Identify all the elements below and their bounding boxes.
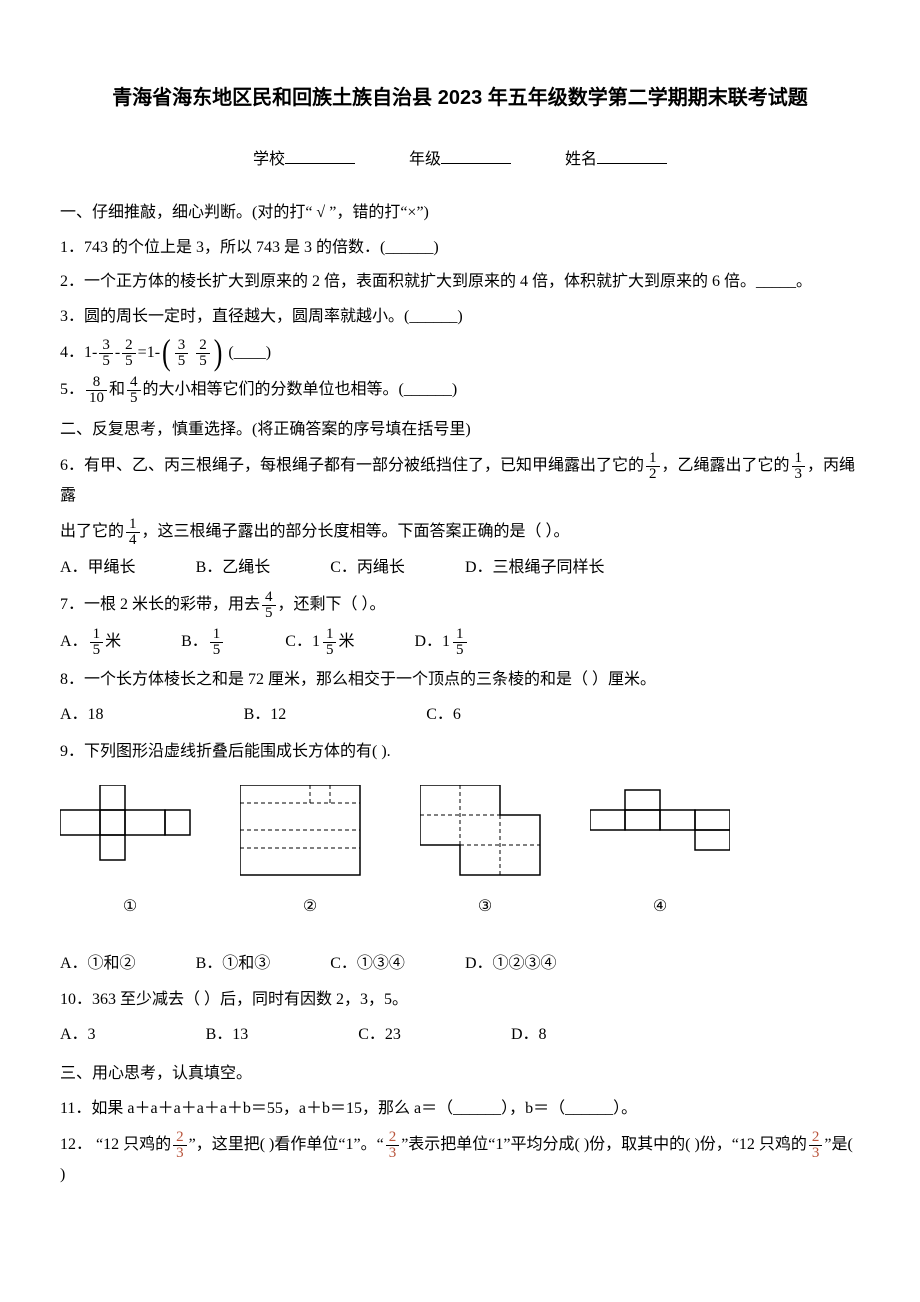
q7: 7．一根 2 米长的彩带，用去45，还剩下（ ）。 — [60, 590, 860, 621]
q12-pre: 12． “12 只鸡的 — [60, 1136, 171, 1153]
q9-opt-b[interactable]: B．①和③ — [196, 950, 271, 979]
net-label-4: ④ — [590, 893, 730, 922]
q4: 4．1-35-25=1-(35 25) (____) — [60, 338, 860, 369]
q4-frac4: 25 — [196, 338, 210, 369]
q9-opt-c[interactable]: C．①③④ — [330, 950, 405, 979]
label-school: 学校 — [253, 151, 285, 168]
q9-opt-a[interactable]: A．①和② — [60, 950, 136, 979]
q4-frac2: 25 — [122, 338, 136, 369]
q9-options: A．①和② B．①和③ C．①③④ D．①②③④ — [60, 950, 860, 979]
section-1-heading: 一、仔细推敲，细心判断。(对的打“ √ ”，错的打“×”) — [60, 199, 860, 228]
net-4-icon — [590, 785, 730, 875]
student-info-line: 学校 年级 姓名 — [60, 146, 860, 175]
q2: 2．一个正方体的棱长扩大到原来的 2 倍，表面积就扩大到原来的 4 倍，体积就扩… — [60, 268, 860, 297]
q6-frac3: 14 — [126, 517, 140, 548]
q12: 12． “12 只鸡的23”，这里把( )看作单位“1”。“23”表示把单位“1… — [60, 1130, 860, 1190]
q7-pre: 7．一根 2 米长的彩带，用去 — [60, 597, 260, 614]
q7-opt-c[interactable]: C．115米 — [285, 627, 354, 658]
q10-opt-c[interactable]: C．23 — [358, 1021, 401, 1050]
q5-pre: 5． — [60, 381, 84, 398]
q7-options: A．15米 B．15 C．115米 D．115 — [60, 627, 860, 658]
blank-grade[interactable] — [441, 147, 511, 164]
q12-frac1: 23 — [173, 1130, 187, 1161]
blank-name[interactable] — [597, 147, 667, 164]
q7-opt-d[interactable]: D．115 — [414, 627, 468, 658]
q8-opt-b[interactable]: B．12 — [244, 701, 287, 730]
q3: 3．圆的周长一定时，直径越大，圆周率就越小。(______) — [60, 303, 860, 332]
section-3: 三、用心思考，认真填空。 11．如果 a＋a＋a＋a＋a＋b＝55，a＋b＝15… — [60, 1060, 860, 1189]
q6-line2-tail: ，这三根绳子露出的部分长度相等。下面答案正确的是（ ）。 — [142, 523, 570, 540]
q4-pre: 4．1- — [60, 344, 97, 361]
q6-line2-pre: 出了它的 — [60, 523, 124, 540]
q1: 1．743 的个位上是 3，所以 743 是 3 的倍数．(______) — [60, 234, 860, 263]
q6-frac1: 12 — [646, 451, 660, 482]
q6-opt-d[interactable]: D．三根绳子同样长 — [465, 554, 605, 583]
q12-frac3: 23 — [809, 1130, 823, 1161]
net-3-icon — [420, 785, 550, 885]
q4-tail: (____) — [224, 344, 271, 361]
page-title: 青海省海东地区民和回族土族自治县 2023 年五年级数学第二学期期末联考试题 — [60, 80, 860, 116]
q5-frac2: 45 — [127, 375, 141, 406]
q4-mid: - — [115, 344, 120, 361]
q6-opt-a[interactable]: A．甲绳长 — [60, 554, 136, 583]
q8-opt-a[interactable]: A．18 — [60, 701, 104, 730]
q6-line2: 出了它的14，这三根绳子露出的部分长度相等。下面答案正确的是（ ）。 — [60, 517, 860, 548]
q11: 11．如果 a＋a＋a＋a＋a＋b＝55，a＋b＝15，那么 a＝（______… — [60, 1095, 860, 1124]
q5-frac1: 810 — [86, 375, 107, 406]
q12-frac2: 23 — [386, 1130, 400, 1161]
q4-lparen-icon: ( — [162, 335, 171, 371]
q10: 10．363 至少减去（ ）后，同时有因数 2，3，5。 — [60, 986, 860, 1015]
blank-school[interactable] — [285, 147, 355, 164]
q8-options: A．18 B．12 C．6 — [60, 701, 860, 730]
q6-frac2: 13 — [792, 451, 806, 482]
q7-opt-b[interactable]: B．15 — [181, 627, 225, 658]
q4-rparen-icon: ) — [214, 335, 223, 371]
q10-opt-b[interactable]: B．13 — [206, 1021, 249, 1050]
q7-frac: 45 — [262, 590, 276, 621]
net-label-1: ① — [60, 893, 200, 922]
q5-tail: 的大小相等它们的分数单位也相等。(______) — [143, 381, 458, 398]
q9-net-labels: ① ② ③ ④ — [60, 893, 860, 922]
q9-opt-d[interactable]: D．①②③④ — [465, 950, 557, 979]
q6-mid1: ，乙绳露出了它的 — [662, 457, 790, 474]
q12-mid1: ”，这里把( )看作单位“1”。“ — [189, 1136, 384, 1153]
q10-opt-a[interactable]: A．3 — [60, 1021, 96, 1050]
section-3-heading: 三、用心思考，认真填空。 — [60, 1060, 860, 1089]
net-label-2: ② — [240, 893, 380, 922]
q5: 5．810和45的大小相等它们的分数单位也相等。(______) — [60, 375, 860, 406]
net-1-icon — [60, 785, 200, 875]
q9-nets — [60, 785, 860, 885]
q6-options: A．甲绳长 B．乙绳长 C．丙绳长 D．三根绳子同样长 — [60, 554, 860, 583]
section-2-heading: 二、反复思考，慎重选择。(将正确答案的序号填在括号里) — [60, 416, 860, 445]
q7-tail: ，还剩下（ ）。 — [278, 597, 386, 614]
section-1: 一、仔细推敲，细心判断。(对的打“ √ ”，错的打“×”) 1．743 的个位上… — [60, 199, 860, 406]
q6-opt-b[interactable]: B．乙绳长 — [196, 554, 271, 583]
q8: 8．一个长方体棱长之和是 72 厘米，那么相交于一个顶点的三条棱的和是（ ）厘米… — [60, 666, 860, 695]
q7-opt-a[interactable]: A．15米 — [60, 627, 121, 658]
q8-opt-c[interactable]: C．6 — [426, 701, 461, 730]
label-name: 姓名 — [565, 151, 597, 168]
q10-opt-d[interactable]: D．8 — [511, 1021, 547, 1050]
q9: 9．下列图形沿虚线折叠后能围成长方体的有( ). — [60, 738, 860, 767]
q4-eq: =1- — [138, 344, 160, 361]
q6-pre: 6．有甲、乙、丙三根绳子，每根绳子都有一部分被纸挡住了，已知甲绳露出了它的 — [60, 457, 644, 474]
q6-opt-c[interactable]: C．丙绳长 — [330, 554, 405, 583]
q10-options: A．3 B．13 C．23 D．8 — [60, 1021, 860, 1050]
net-2-icon — [240, 785, 380, 885]
q5-mid: 和 — [109, 381, 125, 398]
section-2: 二、反复思考，慎重选择。(将正确答案的序号填在括号里) 6．有甲、乙、丙三根绳子… — [60, 416, 860, 1050]
q4-frac3: 35 — [175, 338, 189, 369]
net-label-3: ③ — [420, 893, 550, 922]
label-grade: 年级 — [409, 151, 441, 168]
q4-frac1: 35 — [99, 338, 113, 369]
q6: 6．有甲、乙、丙三根绳子，每根绳子都有一部分被纸挡住了，已知甲绳露出了它的12，… — [60, 451, 860, 511]
q12-mid2: ”表示把单位“1”平均分成( )份，取其中的( )份，“12 只鸡的 — [401, 1136, 807, 1153]
